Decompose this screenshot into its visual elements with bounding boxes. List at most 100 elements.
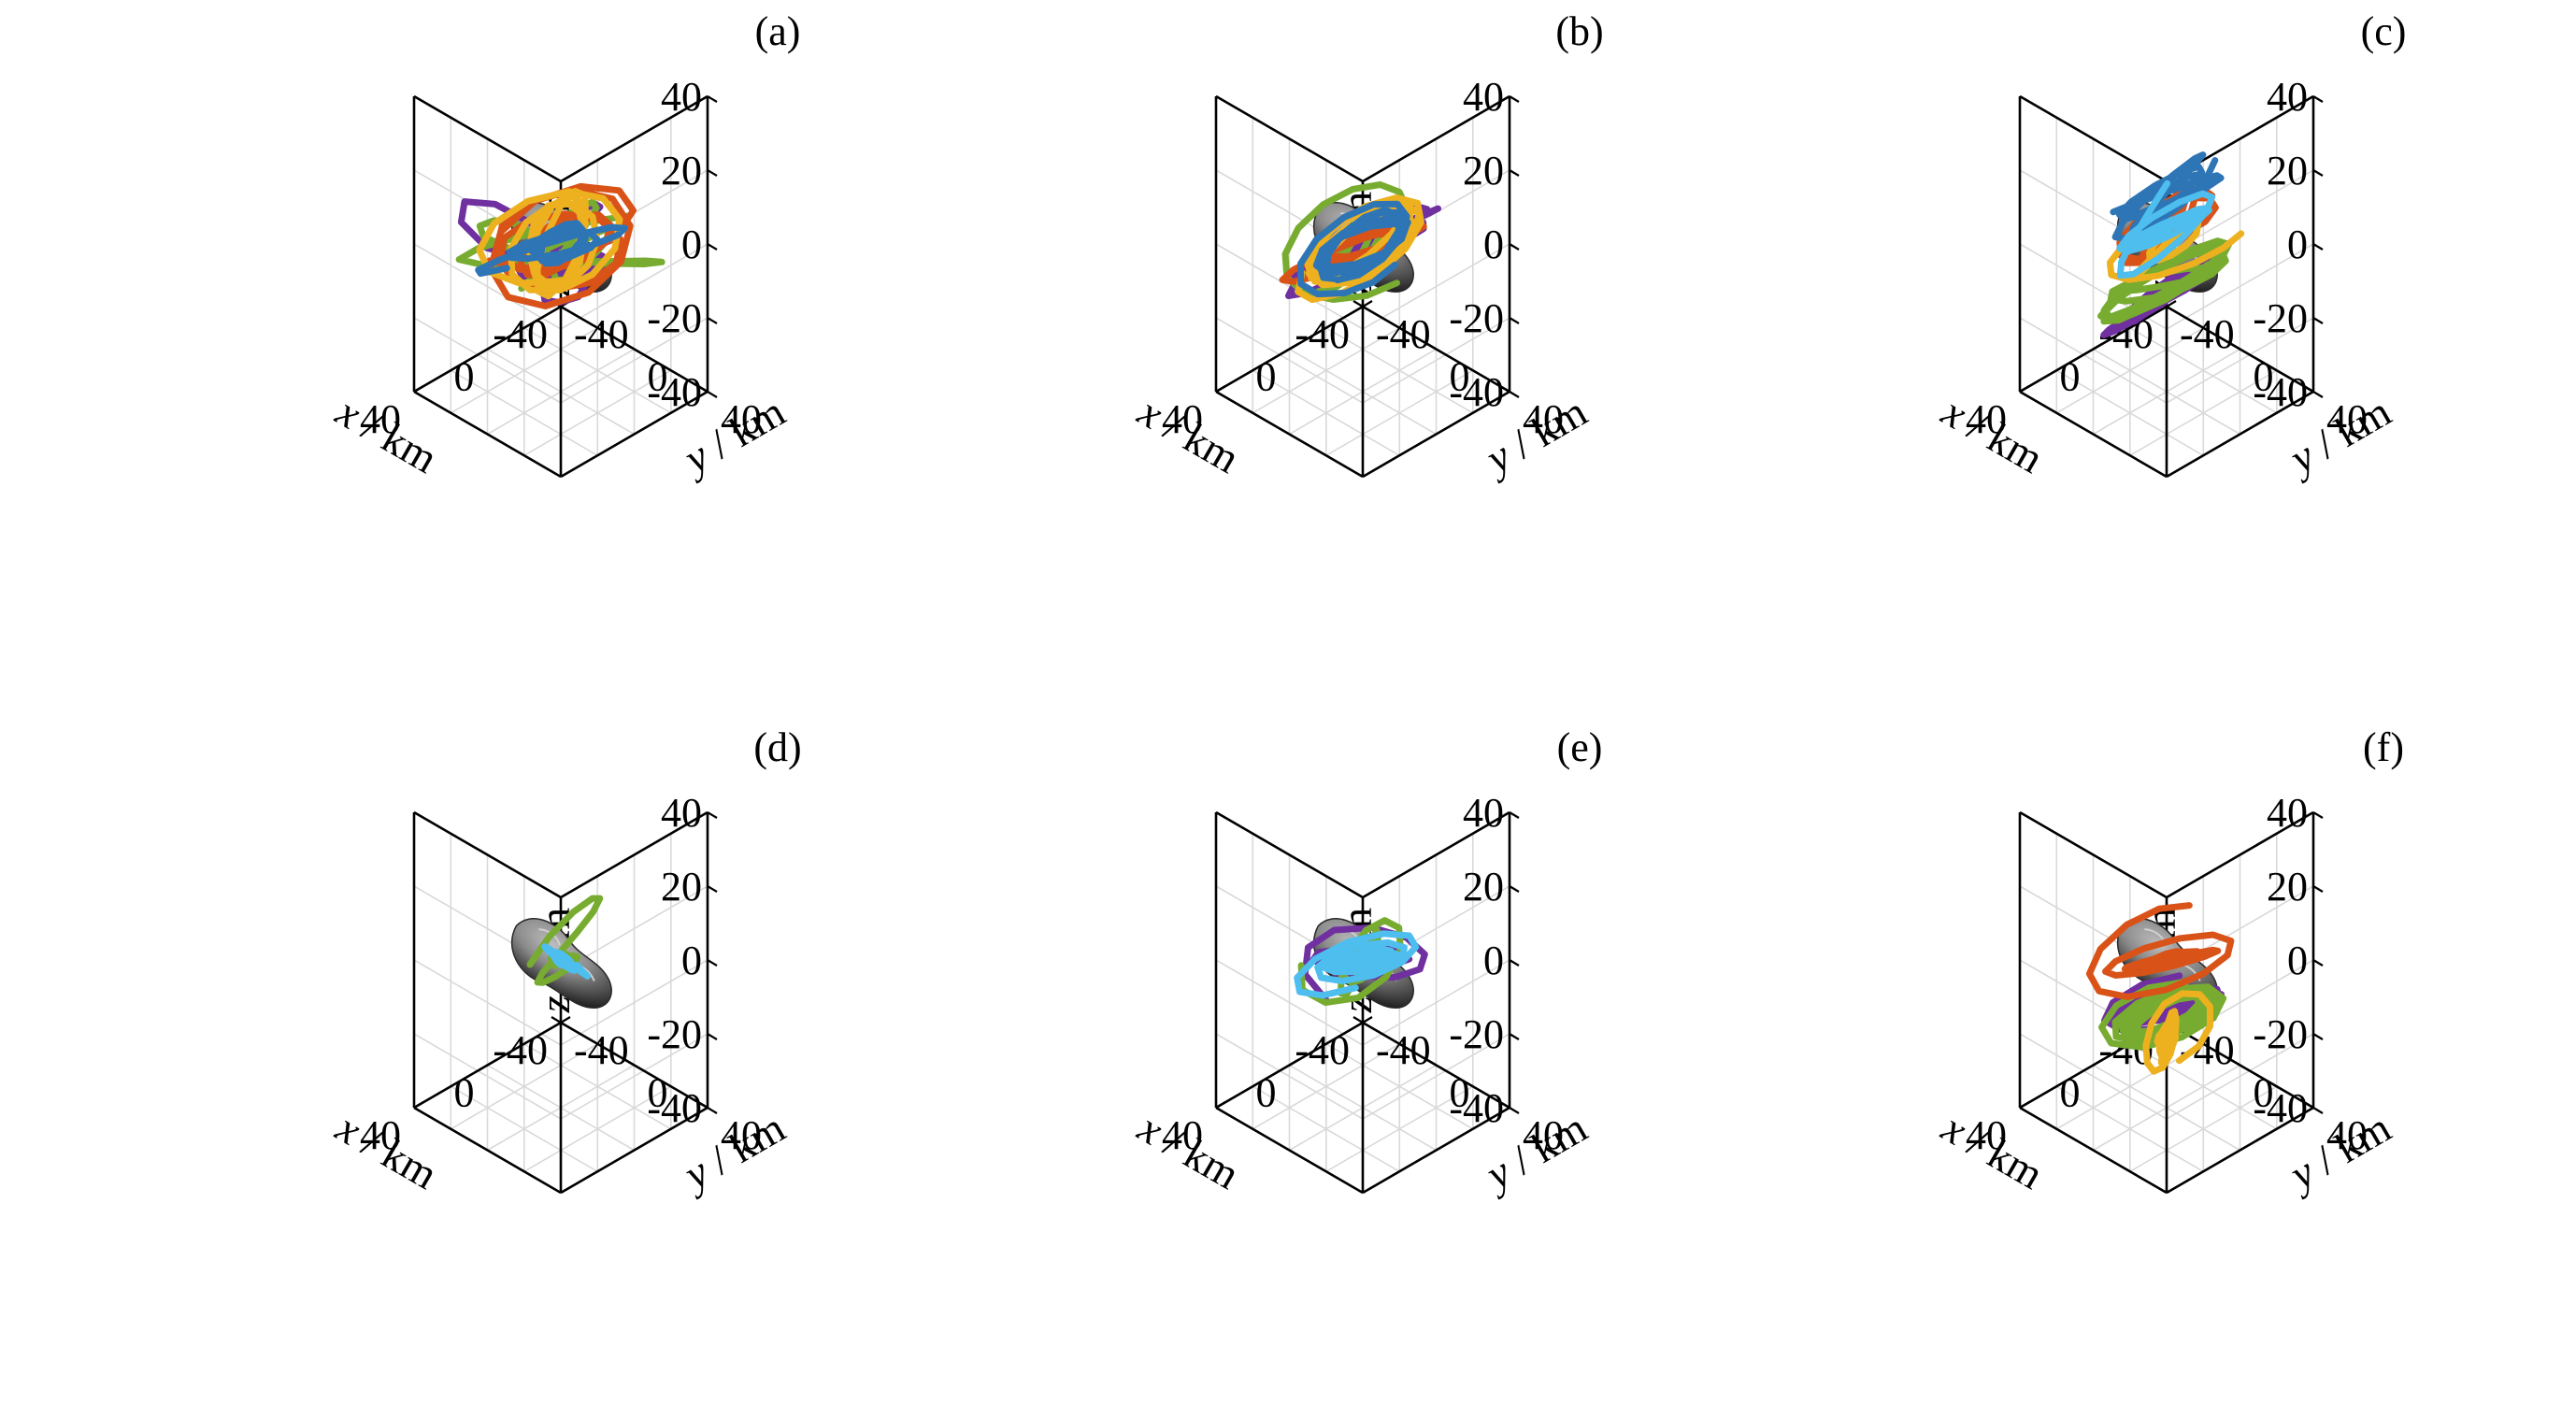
y-tick-label: -40 <box>574 1027 629 1073</box>
y-tick-mark <box>551 1016 562 1024</box>
y-tick-label: 0 <box>648 1070 668 1116</box>
y-tick-label: 0 <box>2254 354 2274 400</box>
z-tick-label: 20 <box>2267 148 2308 193</box>
x-tick-mark <box>1288 342 1300 351</box>
y-tick-label: 0 <box>1450 1070 1470 1116</box>
trajectories <box>1279 181 1441 304</box>
z-tick-label: 0 <box>681 222 702 267</box>
trajectory-2 <box>2098 978 2227 1051</box>
y-tick-label: 0 <box>1450 354 1470 400</box>
trajectory-5 <box>475 220 628 278</box>
y-tick-mark <box>623 1058 636 1067</box>
z-tick-mark <box>2312 811 2324 819</box>
x-tick-mark <box>2166 300 2177 308</box>
z-tick-mark <box>2312 885 2324 893</box>
wall-gridline <box>1215 243 1364 330</box>
z-tick-mark <box>2312 391 2324 398</box>
z-tick-mark <box>2312 317 2324 324</box>
box-edge <box>2166 1106 2314 1195</box>
box-edge <box>2166 810 2314 899</box>
box-edge <box>413 1106 562 1195</box>
z-tick-label: 20 <box>2267 864 2308 910</box>
z-tick-mark <box>1509 885 1520 893</box>
y-tick-label: 0 <box>648 354 668 400</box>
x-tick-label: 40 <box>1966 396 2007 442</box>
z-tick-label: -40 <box>2253 369 2308 415</box>
trajectory-4 <box>2142 990 2213 1075</box>
y-tick-mark <box>2229 342 2241 351</box>
z-tick-label: 40 <box>661 790 702 836</box>
z-tick-mark <box>707 1033 718 1040</box>
z-tick-mark <box>707 243 718 251</box>
trajectories <box>455 182 665 309</box>
y-tick-label: -40 <box>1376 1027 1431 1073</box>
y-tick-label: 40 <box>1523 1112 1564 1158</box>
x-tick-label: 40 <box>360 1112 401 1158</box>
box-edge <box>560 94 708 183</box>
x-tick-mark <box>1215 1101 1226 1109</box>
z-tick-label: 40 <box>1463 74 1504 120</box>
y-tick-mark <box>1499 385 1510 393</box>
axes-box <box>412 94 709 479</box>
y-tick-label: -40 <box>1376 311 1431 357</box>
trajectory-2 <box>541 943 591 980</box>
box-edge <box>1215 94 1364 183</box>
trajectories <box>2085 902 2235 1075</box>
z-tick-label: -20 <box>647 295 702 341</box>
x-tick-label: 40 <box>1162 1112 1203 1158</box>
z-tick-mark <box>1509 811 1520 819</box>
panel-label: (c) <box>2361 8 2407 54</box>
z-tick-label: -20 <box>1449 295 1504 341</box>
y-tick-label: 40 <box>721 1112 762 1158</box>
z-tick-mark <box>707 885 718 893</box>
panel-label: (b) <box>1555 8 1603 54</box>
x-tick-mark <box>560 1016 571 1024</box>
box-edge <box>560 810 708 899</box>
y-tick-label: 40 <box>721 396 762 442</box>
box-edge <box>1215 390 1364 479</box>
z-tick-mark <box>2312 95 2324 103</box>
x-tick-label: 0 <box>1256 354 1277 400</box>
z-tick-mark <box>1509 1033 1520 1040</box>
panel-label: (a) <box>755 8 801 54</box>
x-tick-label: -40 <box>493 1027 548 1073</box>
y-tick-mark <box>1425 342 1438 351</box>
z-tick-mark <box>707 811 718 819</box>
y-tick-label: 40 <box>1523 396 1564 442</box>
x-tick-label: 40 <box>1966 1112 2007 1158</box>
z-tick-label: -40 <box>647 1085 702 1131</box>
z-tick-label: 0 <box>1483 222 1504 267</box>
box-edge <box>2019 390 2168 479</box>
trajectory-5 <box>1297 200 1411 298</box>
trajectory-5 <box>2110 151 2225 242</box>
z-tick-label: 0 <box>1483 938 1504 983</box>
x-tick-label: 0 <box>2060 1070 2081 1116</box>
box-edge <box>1362 1106 1510 1195</box>
x-tick-mark <box>413 1101 424 1109</box>
x-tick-mark <box>1215 385 1226 393</box>
x-tick-mark <box>2019 385 2030 393</box>
z-tick-label: 40 <box>661 74 702 120</box>
z-tick-label: 0 <box>681 938 702 983</box>
box-edge <box>2166 390 2314 479</box>
wall-gridline <box>1362 959 1510 1046</box>
trajectory-3 <box>2085 902 2235 1000</box>
z-tick-label: -20 <box>1449 1011 1504 1057</box>
wall-gridline <box>1215 959 1364 1046</box>
trajectories <box>2097 151 2245 338</box>
x-tick-label: 0 <box>2060 354 2081 400</box>
x-tick-mark <box>413 385 424 393</box>
box-edge <box>560 1106 708 1195</box>
y-tick-label: -40 <box>2180 311 2235 357</box>
z-tick-mark <box>707 317 718 324</box>
z-tick-mark <box>2312 243 2324 251</box>
box-edge <box>413 810 562 899</box>
